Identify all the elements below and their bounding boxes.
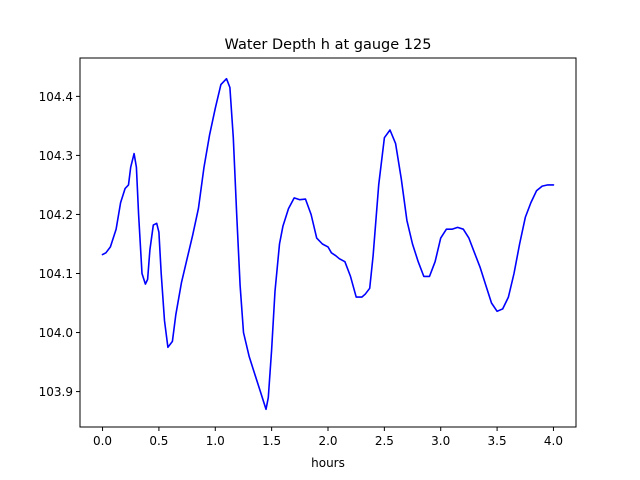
x-tick-label: 0.5 xyxy=(149,434,168,448)
y-tick-label: 104.3 xyxy=(39,149,73,163)
x-axis: 0.0 0.5 1.0 1.5 2.0 2.5 3.0 3.5 4.0 xyxy=(93,427,563,448)
y-tick-label: 104.1 xyxy=(39,267,73,281)
x-tick-label: 2.5 xyxy=(375,434,394,448)
y-tick-label: 104.0 xyxy=(39,326,73,340)
x-tick-label: 3.0 xyxy=(431,434,450,448)
chart-title: Water Depth h at gauge 125 xyxy=(225,37,432,53)
x-axis-label: hours xyxy=(311,456,345,470)
y-tick-label: 104.2 xyxy=(39,208,73,222)
x-tick-label: 0.0 xyxy=(93,434,112,448)
x-tick-label: 1.0 xyxy=(206,434,225,448)
y-tick-label: 104.4 xyxy=(39,90,73,104)
plot-area xyxy=(79,57,577,428)
x-tick-label: 4.0 xyxy=(544,434,563,448)
y-axis: 103.9 104.0 104.1 104.2 104.3 104.4 xyxy=(39,90,80,399)
x-tick-label: 3.5 xyxy=(488,434,507,448)
y-tick-label: 103.9 xyxy=(39,385,73,399)
axes-frame xyxy=(79,57,577,428)
x-tick-label: 2.0 xyxy=(318,434,337,448)
x-tick-label: 1.5 xyxy=(262,434,281,448)
series-line-0 xyxy=(101,77,555,411)
